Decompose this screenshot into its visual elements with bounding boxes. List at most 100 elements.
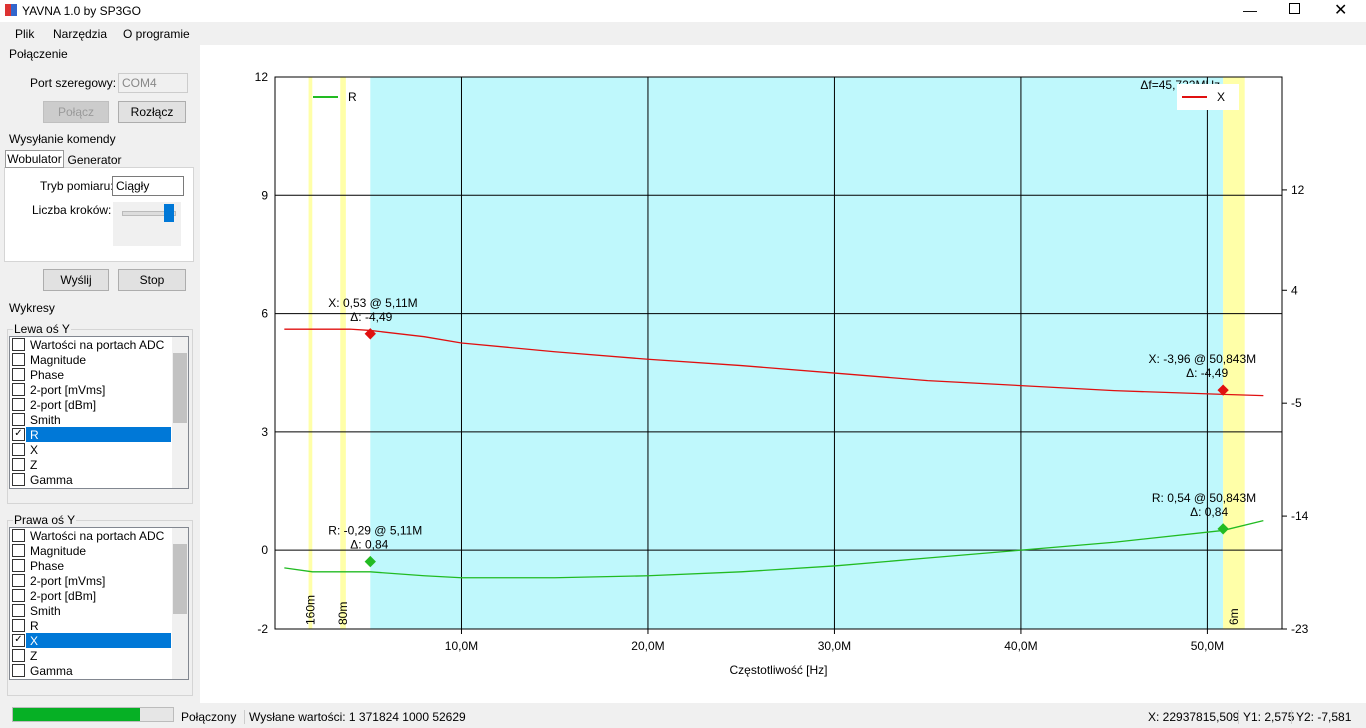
list-item[interactable]: R xyxy=(30,428,39,442)
checkbox[interactable] xyxy=(12,398,25,411)
checkbox[interactable] xyxy=(12,604,25,617)
button[interactable]: Wyślij xyxy=(43,269,109,291)
tab[interactable]: Wobulator xyxy=(5,150,64,168)
list-item[interactable]: Phase xyxy=(30,559,65,573)
checkbox[interactable]: ✓ xyxy=(12,428,25,441)
selected-row xyxy=(26,633,171,648)
checkbox[interactable] xyxy=(12,383,25,396)
y-tick-label: -2 xyxy=(257,622,268,636)
list-item[interactable]: X xyxy=(30,634,39,648)
x-tick-label: 30,0M xyxy=(818,639,851,653)
list-item[interactable]: Magnitude xyxy=(30,353,87,367)
marker xyxy=(364,555,376,568)
list-item[interactable]: X xyxy=(30,443,39,457)
group-title: Połączenie xyxy=(9,47,68,61)
x-tick-label: 50,0M xyxy=(1191,639,1224,653)
checkbox[interactable]: ✓ xyxy=(12,634,25,647)
marker-delta: Δ: 0,84 xyxy=(350,538,388,552)
group-title: Prawa oś Y xyxy=(13,513,77,527)
label: Liczba kroków: xyxy=(32,203,112,217)
checkbox[interactable] xyxy=(12,443,25,456)
button[interactable]: Połącz xyxy=(43,101,109,123)
group-box xyxy=(7,520,193,696)
y2-tick-label: -5 xyxy=(1291,396,1302,410)
y-tick-label: 6 xyxy=(261,307,268,321)
port-combo[interactable]: COM4 xyxy=(118,73,188,93)
y2-tick-label: -14 xyxy=(1291,509,1309,523)
band xyxy=(340,77,346,629)
checkbox[interactable] xyxy=(12,649,25,662)
close[interactable]: ✕ xyxy=(1334,2,1348,19)
plot-frame xyxy=(274,76,1283,630)
list-item[interactable]: 2-port [dBm] xyxy=(30,398,97,412)
status-text: Y1: 2,575 xyxy=(1238,710,1294,724)
checkbox[interactable] xyxy=(12,559,25,572)
list-item[interactable]: R xyxy=(30,619,39,633)
marker xyxy=(364,328,376,340)
checkbox[interactable] xyxy=(12,544,25,557)
window-title: YAVNA 1.0 by SP3GO xyxy=(22,4,141,18)
button[interactable]: Rozłącz xyxy=(118,101,186,123)
list-item[interactable]: 2-port [mVms] xyxy=(30,574,106,588)
list-item[interactable]: Wartości na portach ADC xyxy=(30,529,165,543)
button[interactable]: Stop xyxy=(118,269,186,291)
menu-item[interactable]: O programie xyxy=(123,27,190,41)
list-box xyxy=(9,527,189,680)
checkbox[interactable] xyxy=(12,664,25,677)
tab[interactable]: Generator xyxy=(67,153,122,167)
list-item[interactable]: Z xyxy=(30,649,38,663)
status-text: X: 22937815,509 xyxy=(1148,710,1240,724)
marker xyxy=(1217,384,1229,396)
menu-item[interactable]: Plik xyxy=(15,27,35,41)
y2-tick-label: 4 xyxy=(1291,283,1298,297)
checkbox[interactable] xyxy=(12,619,25,632)
trackbar-track xyxy=(122,211,176,216)
marker-delta: Δ: -4,49 xyxy=(1186,366,1228,380)
x-axis-label: Częstotliwość [Hz] xyxy=(729,663,827,677)
legend-label: X xyxy=(1217,90,1225,104)
list-item[interactable]: Smith xyxy=(30,413,61,427)
list-item[interactable]: Smith xyxy=(30,604,61,618)
y-tick-label: 12 xyxy=(255,70,269,84)
checkbox[interactable] xyxy=(12,458,25,471)
x-tick-label: 20,0M xyxy=(631,639,664,653)
mode-combo[interactable]: Ciągły xyxy=(112,176,184,196)
list-item[interactable]: Magnitude xyxy=(30,544,87,558)
list-item[interactable]: 2-port [mVms] xyxy=(30,383,106,397)
series-line xyxy=(284,328,1264,397)
menu-item[interactable]: Narzędzia xyxy=(53,27,108,41)
group-title: Wysyłanie komendy xyxy=(9,132,116,146)
group-box xyxy=(7,329,193,504)
checkbox[interactable] xyxy=(12,413,25,426)
checkbox[interactable] xyxy=(12,338,25,351)
x-tick-label: 40,0M xyxy=(1004,639,1037,653)
chart: Δf=45,722MHz160m80m6m10,0M20,0M30,0M40,0… xyxy=(255,70,1309,677)
checkbox[interactable] xyxy=(12,589,25,602)
list-item[interactable]: Phase xyxy=(30,368,65,382)
list-item[interactable]: Gamma xyxy=(30,473,73,487)
band xyxy=(1223,77,1245,629)
marker-label: R: 0,54 @ 50,843M xyxy=(1152,491,1256,505)
list-box xyxy=(9,336,189,489)
marker-label: R: -0,29 @ 5,11M xyxy=(328,524,422,538)
list-item[interactable]: 2-port [dBm] xyxy=(30,589,97,603)
group-title: Wykresy xyxy=(9,301,55,315)
checkbox[interactable] xyxy=(12,529,25,542)
marker-delta: Δ: -4,49 xyxy=(350,310,392,324)
marker-label: X: -3,96 @ 50,843M xyxy=(1149,352,1257,366)
title-bar xyxy=(0,0,1366,22)
checkbox[interactable] xyxy=(12,574,25,587)
status-text: Wysłane wartości: 1 371824 1000 52629 xyxy=(244,710,466,724)
status-text: Y2: -7,581 xyxy=(1291,710,1351,724)
band-label: 80m xyxy=(336,602,350,625)
checkbox[interactable] xyxy=(12,353,25,366)
list-item[interactable]: Z xyxy=(30,458,38,472)
checkbox[interactable] xyxy=(12,368,25,381)
list-item[interactable]: Wartości na portach ADC xyxy=(30,338,165,352)
maximize[interactable] xyxy=(1289,3,1300,14)
trackbar-thumb[interactable] xyxy=(164,204,174,222)
minimize[interactable]: — xyxy=(1243,2,1257,18)
status-text: Połączony xyxy=(181,710,237,724)
list-item[interactable]: Gamma xyxy=(30,664,73,678)
checkbox[interactable] xyxy=(12,473,25,486)
